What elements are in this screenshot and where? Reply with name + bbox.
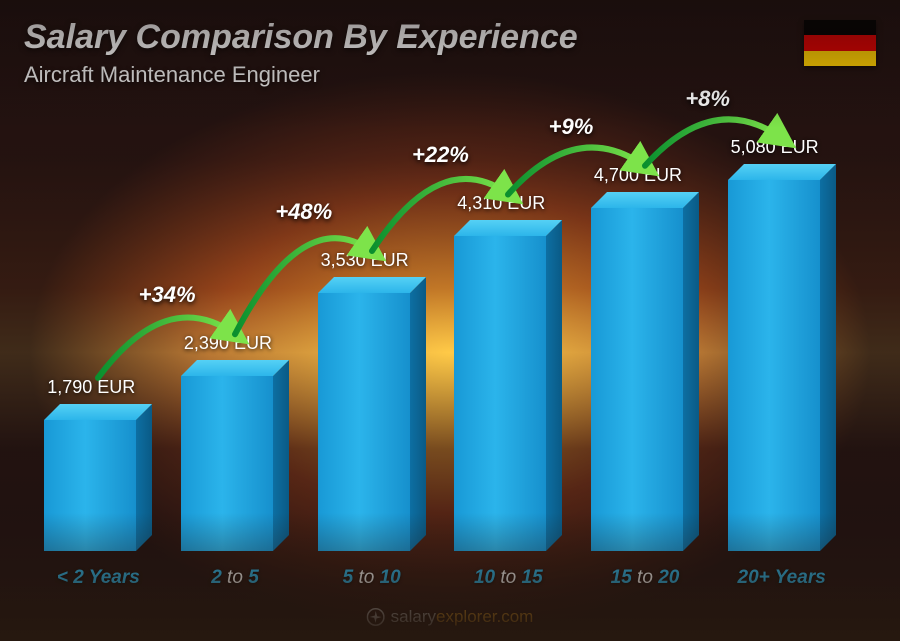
increase-pct-label: +8% — [685, 86, 730, 112]
bar-chart: 1,790 EUR< 2 Years2,390 EUR2 to 53,530 E… — [30, 110, 850, 551]
bar-front — [44, 420, 136, 551]
bar-front — [454, 236, 546, 551]
bar-value-label: 4,700 EUR — [594, 165, 682, 186]
bar-top — [454, 220, 562, 236]
increase-pct-label: +34% — [139, 282, 196, 308]
bar — [318, 277, 426, 551]
bar-category-label: < 2 Years — [57, 567, 140, 589]
bar-top — [728, 164, 836, 180]
page-subtitle: Aircraft Maintenance Engineer — [24, 62, 320, 88]
increase-pct-label: +9% — [549, 114, 594, 140]
bar-front — [591, 208, 683, 551]
bar-side — [546, 220, 562, 551]
increase-pct-label: +22% — [412, 142, 469, 168]
bar — [728, 164, 836, 551]
bar-side — [820, 164, 836, 551]
bar-top — [318, 277, 426, 293]
bar-category-label: 20+ Years — [738, 567, 826, 589]
bar-front — [728, 180, 820, 551]
flag-stripe — [804, 20, 876, 35]
bar-value-label: 4,310 EUR — [457, 193, 545, 214]
explorer-logo-icon — [367, 608, 385, 626]
bar-front — [181, 376, 273, 551]
bar — [454, 220, 562, 551]
bar — [44, 404, 152, 551]
bar-category-label: 15 to 20 — [611, 567, 680, 589]
infographic-canvas: Salary Comparison By Experience Aircraft… — [0, 0, 900, 641]
footer-text: salaryexplorer.com — [391, 607, 534, 627]
germany-flag-icon — [804, 20, 876, 66]
bar-value-label: 1,790 EUR — [47, 377, 135, 398]
flag-stripe — [804, 35, 876, 50]
footer-brand: salaryexplorer.com — [367, 607, 534, 627]
bar-category-label: 10 to 15 — [474, 567, 543, 589]
bar-side — [410, 277, 426, 551]
bar-value-label: 5,080 EUR — [731, 137, 819, 158]
bar-category-label: 2 to 5 — [211, 567, 259, 589]
bar-top — [181, 360, 289, 376]
page-title: Salary Comparison By Experience — [24, 18, 578, 57]
bar-side — [273, 360, 289, 551]
bar-side — [683, 192, 699, 551]
flag-stripe — [804, 51, 876, 66]
bar-value-label: 2,390 EUR — [184, 333, 272, 354]
bar — [181, 360, 289, 551]
bar-front — [318, 293, 410, 551]
bar-value-label: 3,530 EUR — [321, 250, 409, 271]
increase-pct-label: +48% — [275, 199, 332, 225]
bar-side — [136, 404, 152, 551]
bar-top — [44, 404, 152, 420]
bar-top — [591, 192, 699, 208]
bar-category-label: 5 to 10 — [343, 567, 401, 589]
bar — [591, 192, 699, 551]
